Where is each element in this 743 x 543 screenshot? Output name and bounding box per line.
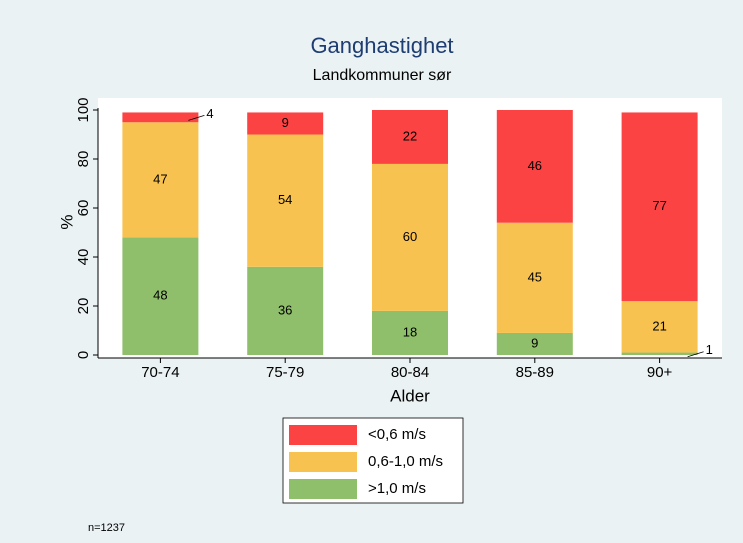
bar-segment [621,352,698,355]
bar-segment [372,310,448,355]
value-label: 45 [528,269,542,284]
value-label: 48 [153,288,167,303]
value-label: 54 [278,192,292,207]
chart-title: Ganghastighet [310,33,453,58]
legend-swatch [289,479,357,499]
y-tick-label: 0 [75,351,92,359]
bar-segment [372,110,448,164]
legend-label: >1,0 m/s [368,480,426,497]
note: n=1237 [88,522,125,534]
bar-segment [496,332,573,355]
legend-swatch [289,452,357,472]
y-tick-label: 80 [75,151,92,168]
value-label: 18 [403,324,417,339]
value-label: 47 [153,171,167,186]
x-tick-label: 80-84 [391,364,429,381]
x-tick-label: 75-79 [266,364,304,381]
bar-segment [372,163,448,311]
bar-segment [496,110,573,223]
value-label: 21 [652,318,666,333]
label-leader [188,114,205,121]
value-label: 1 [706,342,713,357]
label-leader [687,351,704,358]
bar-segment [621,112,698,302]
bar-segment [247,266,324,355]
bar-segment [247,134,324,267]
y-tick-label: 100 [75,97,92,122]
bar-segment [122,237,199,355]
y-tick-label: 60 [75,200,92,217]
x-tick-label: 85-89 [516,364,554,381]
y-tick-label: 20 [75,298,92,315]
value-label: 9 [282,115,289,130]
y-axis-label: % [57,214,76,229]
value-label: 4 [206,106,213,121]
bar-segment [122,122,199,238]
value-label: 77 [652,198,666,213]
value-label: 22 [403,128,417,143]
x-axis-label: Alder [390,386,430,405]
bar-segment [621,301,698,353]
x-tick-label: 70-74 [141,364,179,381]
x-tick-label: 90+ [647,364,673,381]
legend-label: <0,6 m/s [368,426,426,443]
value-label: 9 [531,335,538,350]
bar-segment [122,112,199,123]
chart-subtitle: Landkommuner sør [313,67,452,84]
legend-swatch [289,425,357,445]
value-label: 36 [278,302,292,317]
value-label: 46 [528,158,542,173]
bar-segment [247,112,324,135]
legend-label: 0,6-1,0 m/s [368,453,443,470]
y-tick-label: 40 [75,249,92,266]
value-label: 60 [403,229,417,244]
bar-segment [496,222,573,333]
